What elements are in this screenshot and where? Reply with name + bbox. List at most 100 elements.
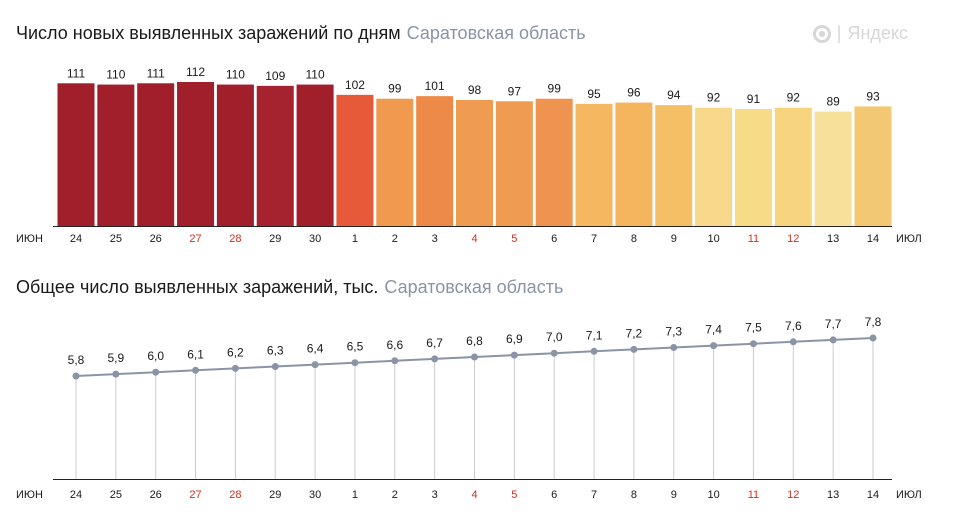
point-value-label: 7,8: [865, 315, 882, 329]
x-tick-label: 28: [229, 489, 241, 501]
bar: [416, 96, 454, 227]
point-value-label: 6,8: [466, 334, 483, 348]
point-value-label: 6,0: [147, 349, 164, 363]
bar: [336, 94, 374, 226]
line-chart-title-text: Общее число выявленных заражений, тыс.: [16, 277, 379, 297]
point-value-label: 7,2: [626, 326, 643, 340]
point-value-label: 6,6: [386, 338, 403, 352]
month-label-start: ИЮН: [16, 233, 43, 245]
yandex-logo-icon: [812, 24, 831, 43]
x-tick-label: 4: [471, 489, 477, 501]
data-point: [391, 357, 399, 365]
data-point: [630, 345, 638, 353]
data-point: [710, 342, 718, 350]
bar-value-label: 110: [226, 68, 245, 82]
x-tick-label: 7: [591, 489, 597, 501]
x-tick-label: 27: [189, 489, 201, 501]
point-value-label: 7,6: [785, 319, 802, 333]
x-tick-label: 3: [432, 489, 438, 501]
x-tick-label: 4: [471, 233, 477, 245]
x-tick-label: 14: [867, 233, 879, 245]
bar-value-label: 98: [468, 83, 482, 97]
x-tick-label: 25: [110, 233, 122, 245]
bar-value-label: 96: [627, 86, 641, 100]
x-tick-label: 29: [269, 489, 281, 501]
bar-chart-title: Число новых выявленных заражений по дням…: [16, 23, 586, 44]
x-tick-label: 1: [352, 489, 358, 501]
bar: [177, 82, 215, 226]
x-tick-label: 9: [671, 233, 677, 245]
x-tick-label: 30: [309, 489, 321, 501]
data-point: [749, 340, 757, 348]
bar-value-label: 91: [747, 92, 761, 106]
x-tick-label: 12: [787, 489, 799, 501]
bar: [256, 85, 294, 226]
data-point: [231, 364, 239, 372]
bar: [814, 111, 852, 226]
x-tick-label: 27: [189, 233, 201, 245]
bar-value-label: 94: [667, 88, 681, 102]
bar: [535, 98, 573, 226]
bar-chart-title-text: Число новых выявленных заражений по дням: [16, 23, 401, 43]
point-value-label: 6,3: [267, 344, 284, 358]
point-value-label: 6,4: [307, 342, 324, 356]
x-tick-label: 10: [707, 489, 719, 501]
x-tick-label: 29: [269, 233, 281, 245]
x-tick-label: 7: [591, 233, 597, 245]
bar-value-label: 110: [106, 68, 125, 82]
x-tick-label: 30: [309, 233, 321, 245]
point-value-label: 7,3: [665, 325, 682, 339]
point-value-label: 6,2: [227, 345, 244, 359]
bar: [575, 103, 613, 226]
bar-value-label: 99: [548, 82, 562, 96]
bar-value-label: 111: [67, 66, 86, 80]
x-tick-label: 10: [707, 233, 719, 245]
x-tick-label: 26: [150, 233, 162, 245]
point-value-label: 7,4: [705, 323, 722, 337]
bar-chart-region: Саратовская область: [406, 23, 586, 43]
x-tick-label: 24: [70, 233, 82, 245]
data-point: [112, 370, 120, 378]
point-value-label: 7,0: [546, 330, 563, 344]
bar-value-label: 93: [866, 89, 880, 103]
bar: [97, 84, 135, 226]
bar: [495, 101, 533, 226]
point-value-label: 5,8: [68, 353, 85, 367]
point-value-label: 6,5: [347, 340, 364, 354]
x-tick-label: 6: [551, 489, 557, 501]
x-tick-label: 2: [392, 233, 398, 245]
data-point: [869, 334, 877, 342]
bar-value-label: 95: [587, 87, 601, 101]
data-point: [550, 349, 558, 357]
x-tick-label: 5: [511, 489, 517, 501]
x-tick-label: 11: [748, 233, 759, 245]
data-point: [789, 338, 797, 346]
x-tick-label: 28: [229, 233, 241, 245]
x-tick-label: 8: [631, 489, 637, 501]
x-tick-label: 14: [867, 489, 879, 501]
yandex-logo-text: Яндекс: [847, 23, 908, 43]
data-point: [670, 344, 678, 351]
point-value-label: 6,9: [506, 332, 523, 346]
bar: [655, 105, 693, 226]
bar: [57, 83, 95, 227]
data-point: [590, 347, 598, 355]
point-value-label: 6,7: [426, 336, 443, 350]
bar: [137, 83, 175, 227]
data-point: [152, 368, 160, 376]
line-chart-region: Саратовская область: [384, 277, 564, 297]
x-tick-label: 1: [352, 233, 358, 245]
x-tick-label: 11: [748, 489, 759, 501]
point-value-label: 7,1: [586, 328, 603, 342]
data-point: [431, 355, 439, 363]
x-tick-label: 24: [70, 489, 82, 501]
point-value-label: 7,7: [825, 317, 842, 331]
x-tick-label: 8: [631, 233, 637, 245]
bar-value-label: 102: [345, 78, 365, 92]
yandex-logo[interactable]: | Яндекс: [812, 23, 908, 44]
data-point: [351, 359, 359, 367]
x-tick-label: 6: [551, 233, 557, 245]
data-point: [471, 353, 478, 361]
bar: [296, 84, 334, 226]
month-label-start: ИЮН: [16, 489, 43, 501]
